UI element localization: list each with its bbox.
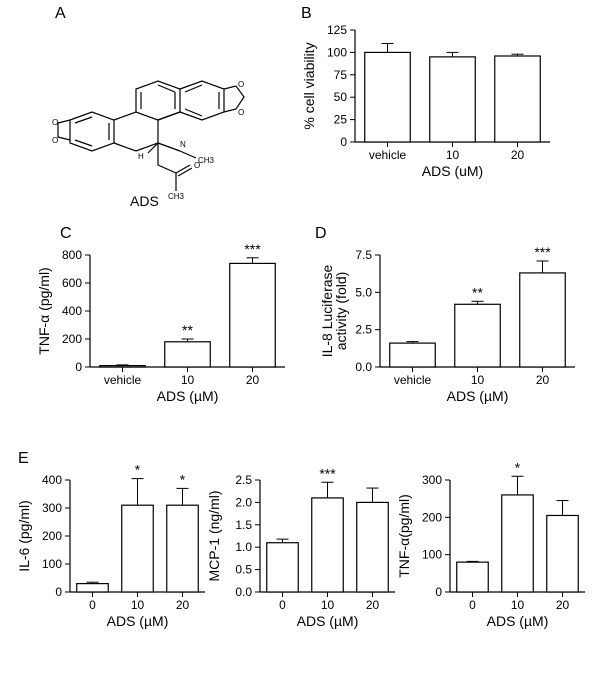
panel-e2-chart: 0.00.51.01.52.02.5MCP-1 (ng/ml)0***1020A…: [205, 470, 405, 640]
svg-text:2.5: 2.5: [235, 473, 252, 487]
panel-c-chart: 0200400600800TNF-α (pg/ml)vehicle**10***…: [35, 245, 295, 415]
svg-text:300: 300: [42, 501, 62, 515]
svg-text:7.5: 7.5: [355, 248, 372, 262]
svg-text:ADS (µM): ADS (µM): [447, 388, 509, 404]
molecule-structure: O O O O O N CH3 H CH3: [40, 25, 260, 195]
figure-page: { "panelLabels": {"A":"A","B":"B","C":"C…: [0, 0, 593, 681]
svg-text:ADS (µM): ADS (µM): [297, 613, 359, 629]
svg-text:MCP-1 (ng/ml): MCP-1 (ng/ml): [206, 490, 222, 581]
panel-label-e: E: [18, 450, 29, 468]
panel-b-chart: 0 25 50 75 100 125 % cell viability vehicle 10 20…: [300, 20, 560, 190]
mol-o-label: O: [238, 108, 244, 117]
svg-text:200: 200: [62, 332, 82, 346]
svg-text:TNF-α(pg/ml): TNF-α(pg/ml): [396, 494, 412, 578]
svg-text:***: ***: [244, 241, 261, 257]
svg-text:100: 100: [42, 557, 62, 571]
panel-label-c: C: [60, 225, 72, 243]
svg-text:0: 0: [279, 598, 286, 612]
mol-ch3-label: CH3: [168, 192, 185, 201]
svg-text:100: 100: [422, 548, 442, 562]
svg-text:***: ***: [534, 244, 551, 260]
svg-text:0: 0: [469, 598, 476, 612]
svg-text:0: 0: [340, 135, 347, 149]
panel-d-chart: 0.02.55.07.5IL-8 Luciferaseactivity (fol…: [325, 245, 585, 415]
svg-text:20: 20: [511, 148, 525, 162]
svg-text:*: *: [180, 471, 186, 487]
svg-text:0: 0: [435, 585, 442, 599]
panel-label-a: A: [55, 5, 66, 23]
svg-text:20: 20: [246, 373, 260, 387]
mol-ch3-label: CH3: [198, 156, 215, 165]
svg-text:2.0: 2.0: [235, 495, 252, 509]
svg-text:ADS (uM): ADS (uM): [422, 163, 483, 179]
svg-text:20: 20: [536, 373, 550, 387]
molecule-caption: ADS: [130, 193, 159, 209]
svg-text:IL-6 (pg/ml): IL-6 (pg/ml): [16, 500, 32, 572]
svg-text:600: 600: [62, 276, 82, 290]
mol-o-label: O: [238, 80, 244, 89]
svg-text:0: 0: [55, 585, 62, 599]
mol-n-label: N: [180, 140, 186, 149]
panel-e1-chart: 0100200300400IL-6 (pg/ml)0*10*20ADS (µM): [15, 470, 215, 640]
svg-text:5.0: 5.0: [355, 285, 372, 299]
svg-text:10: 10: [511, 598, 525, 612]
mol-h-label: H: [138, 152, 144, 161]
svg-text:vehicle: vehicle: [369, 148, 407, 162]
svg-text:50: 50: [334, 90, 348, 104]
mol-o-label: O: [52, 118, 58, 127]
svg-text:ADS (µM): ADS (µM): [157, 388, 219, 404]
svg-text:400: 400: [62, 304, 82, 318]
svg-text:0: 0: [75, 360, 82, 374]
svg-text:200: 200: [422, 510, 442, 524]
svg-text:IL-8 Luciferaseactivity (fold): IL-8 Luciferaseactivity (fold): [319, 264, 349, 357]
svg-text:20: 20: [556, 598, 570, 612]
svg-text:75: 75: [334, 68, 348, 82]
svg-text:10: 10: [446, 148, 460, 162]
svg-text:10: 10: [181, 373, 195, 387]
svg-text:10: 10: [471, 373, 485, 387]
svg-text:1.5: 1.5: [235, 518, 252, 532]
svg-text:100: 100: [327, 45, 347, 59]
svg-text:TNF-α (pg/ml): TNF-α (pg/ml): [36, 267, 52, 354]
svg-text:0.0: 0.0: [355, 360, 372, 374]
svg-text:1.0: 1.0: [235, 540, 252, 554]
svg-text:2.5: 2.5: [355, 323, 372, 337]
panel-label-d: D: [315, 225, 327, 243]
svg-text:20: 20: [366, 598, 380, 612]
svg-text:20: 20: [176, 598, 190, 612]
svg-text:10: 10: [321, 598, 335, 612]
svg-text:400: 400: [42, 473, 62, 487]
svg-text:25: 25: [334, 113, 348, 127]
svg-text:0.5: 0.5: [235, 563, 252, 577]
svg-text:vehicle: vehicle: [394, 373, 432, 387]
svg-text:300: 300: [422, 473, 442, 487]
svg-text:**: **: [472, 284, 483, 300]
svg-text:800: 800: [62, 248, 82, 262]
panel-e3-chart: 0100200300TNF-α(pg/ml)0*1020ADS (µM): [395, 470, 593, 640]
svg-text:vehicle: vehicle: [104, 373, 142, 387]
svg-text:ADS (µM): ADS (µM): [107, 613, 169, 629]
svg-text:125: 125: [327, 23, 347, 37]
svg-text:**: **: [182, 322, 193, 338]
svg-text:0: 0: [89, 598, 96, 612]
svg-text:***: ***: [319, 465, 336, 481]
svg-text:0.0: 0.0: [235, 585, 252, 599]
svg-text:10: 10: [131, 598, 145, 612]
mol-o-label: O: [52, 136, 58, 145]
svg-text:*: *: [515, 459, 521, 475]
svg-text:200: 200: [42, 529, 62, 543]
svg-text:% cell viability: % cell viability: [301, 42, 317, 129]
svg-text:ADS (µM): ADS (µM): [487, 613, 549, 629]
svg-text:*: *: [135, 462, 141, 478]
